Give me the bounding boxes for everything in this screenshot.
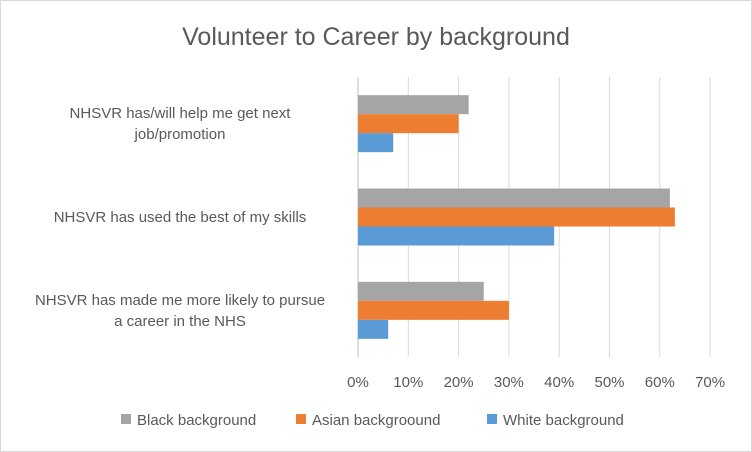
category-label-line: NHSVR has used the best of my skills xyxy=(54,209,307,226)
bar xyxy=(358,207,675,227)
legend: Black background Asian backgroound White b… xyxy=(121,412,624,429)
category-label: NHSVR has/will help me get next job/promo… xyxy=(70,105,292,143)
bar xyxy=(358,226,555,246)
x-tick-label: 60% xyxy=(645,374,675,391)
legend-label: White background xyxy=(503,412,624,429)
category-label-line: NHSVR has/will help me get next xyxy=(70,105,292,122)
bar xyxy=(358,188,670,208)
category-label: NHSVR has used the best of my skills xyxy=(54,209,307,226)
category-labels: NHSVR has/will help me get next job/promo… xyxy=(35,105,325,330)
category-label-line: job/promotion xyxy=(134,126,226,143)
legend-swatch xyxy=(487,414,497,424)
x-tick-label: 10% xyxy=(393,374,423,391)
x-tick-label: 30% xyxy=(494,374,524,391)
x-tick-label: 50% xyxy=(594,374,624,391)
bar xyxy=(358,281,484,301)
x-tick-labels: 0% 10% 20% 30% 40% 50% 60% 70% xyxy=(347,374,725,391)
category-label-line: a career in the NHS xyxy=(114,313,246,330)
x-tick-label: 20% xyxy=(444,374,474,391)
legend-swatch xyxy=(121,414,131,424)
bar xyxy=(358,319,389,339)
bar xyxy=(358,300,509,320)
bar xyxy=(358,133,394,153)
legend-label: Asian backgroound xyxy=(312,412,440,429)
category-label-line: NHSVR has made me more likely to pursue xyxy=(35,292,325,309)
legend-label: Black background xyxy=(137,412,256,429)
legend-swatch xyxy=(296,414,306,424)
bars xyxy=(358,95,675,339)
x-tick-label: 40% xyxy=(544,374,574,391)
bar xyxy=(358,95,469,115)
category-label: NHSVR has made me more likely to pursue a… xyxy=(35,292,325,330)
x-tick-label: 70% xyxy=(695,374,725,391)
chart-title: Volunteer to Career by background xyxy=(182,23,570,51)
x-tick-label: 0% xyxy=(347,374,369,391)
bar xyxy=(358,114,459,134)
